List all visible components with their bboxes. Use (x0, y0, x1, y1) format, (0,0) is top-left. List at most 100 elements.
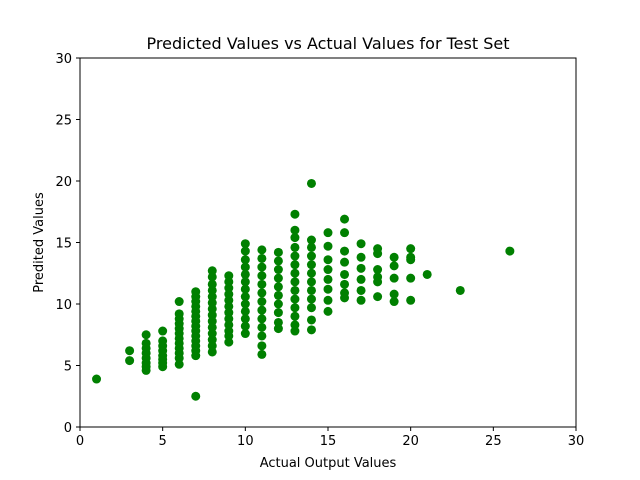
data-point (356, 295, 366, 305)
data-point (290, 242, 300, 252)
data-point (273, 299, 283, 309)
x-tick-label: 10 (237, 434, 254, 449)
data-point (406, 255, 416, 265)
data-point (340, 257, 350, 267)
data-point (290, 294, 300, 304)
data-point (290, 251, 300, 261)
data-point (273, 256, 283, 266)
data-point (141, 365, 151, 375)
data-point (240, 321, 250, 331)
data-point (373, 249, 383, 259)
data-point (207, 266, 217, 276)
data-point (323, 284, 333, 294)
data-point (240, 277, 250, 287)
data-point (240, 262, 250, 272)
data-point (207, 310, 217, 320)
data-point (240, 255, 250, 265)
data-point (356, 263, 366, 273)
data-point (240, 329, 250, 339)
data-point (290, 320, 300, 330)
data-point (290, 260, 300, 270)
data-point (273, 290, 283, 300)
data-point (207, 335, 217, 345)
data-point (340, 269, 350, 279)
data-point (224, 301, 234, 311)
data-point (290, 277, 300, 287)
data-point (207, 322, 217, 332)
data-point (257, 271, 267, 281)
data-point (125, 346, 135, 356)
data-point (422, 269, 432, 279)
ticks-layer: 0 5 10 15 20 25 30 0 5 10 15 20 25 30 (55, 52, 584, 449)
data-point (191, 351, 201, 361)
data-point (257, 245, 267, 255)
data-point (356, 252, 366, 262)
data-point (257, 349, 267, 359)
data-point (306, 277, 316, 287)
data-point (273, 247, 283, 257)
data-point (191, 391, 201, 401)
data-point (207, 329, 217, 339)
data-point (306, 268, 316, 278)
y-tick-label: 20 (55, 175, 72, 190)
data-point (240, 284, 250, 294)
data-point (356, 274, 366, 284)
y-tick-label: 0 (64, 421, 72, 436)
data-point (207, 292, 217, 302)
y-tick-label: 25 (55, 114, 72, 129)
data-point (306, 285, 316, 295)
data-point (356, 239, 366, 249)
data-point (207, 279, 217, 289)
data-point (340, 279, 350, 289)
data-point (406, 244, 416, 254)
data-point (323, 306, 333, 316)
x-tick-label: 30 (568, 434, 585, 449)
data-point (306, 294, 316, 304)
data-point (273, 324, 283, 334)
x-tick-label: 5 (159, 434, 167, 449)
data-point (257, 279, 267, 289)
data-point (224, 314, 234, 324)
x-tick-label: 20 (402, 434, 419, 449)
data-point (158, 362, 168, 372)
data-point (207, 304, 217, 314)
data-point (273, 308, 283, 318)
data-point (257, 253, 267, 263)
data-point (224, 295, 234, 305)
data-point (224, 283, 234, 293)
data-point (306, 260, 316, 270)
data-point (340, 293, 350, 303)
data-point (224, 277, 234, 287)
data-point (273, 273, 283, 283)
data-point (389, 289, 399, 299)
data-point (323, 265, 333, 275)
data-point (306, 325, 316, 335)
data-point (224, 337, 234, 347)
data-point (505, 246, 515, 256)
data-point (207, 272, 217, 282)
data-point (389, 261, 399, 271)
y-tick-label: 15 (55, 237, 72, 252)
data-point (207, 298, 217, 308)
y-tick-label: 5 (64, 360, 72, 375)
chart-title: Predicted Values vs Actual Values for Te… (147, 34, 510, 53)
data-point (224, 308, 234, 318)
x-tick-label: 15 (320, 434, 337, 449)
data-point (141, 330, 151, 340)
y-tick-label: 10 (55, 298, 72, 313)
data-point (340, 228, 350, 238)
data-point (356, 285, 366, 295)
data-point (323, 241, 333, 251)
data-point (373, 292, 383, 302)
data-point (257, 322, 267, 332)
data-point (125, 356, 135, 366)
data-point (257, 314, 267, 324)
data-point (224, 320, 234, 330)
x-tick-label: 0 (76, 434, 84, 449)
data-point (306, 315, 316, 325)
data-point (340, 214, 350, 224)
data-point (257, 341, 267, 351)
data-point (290, 233, 300, 243)
data-point (290, 209, 300, 219)
